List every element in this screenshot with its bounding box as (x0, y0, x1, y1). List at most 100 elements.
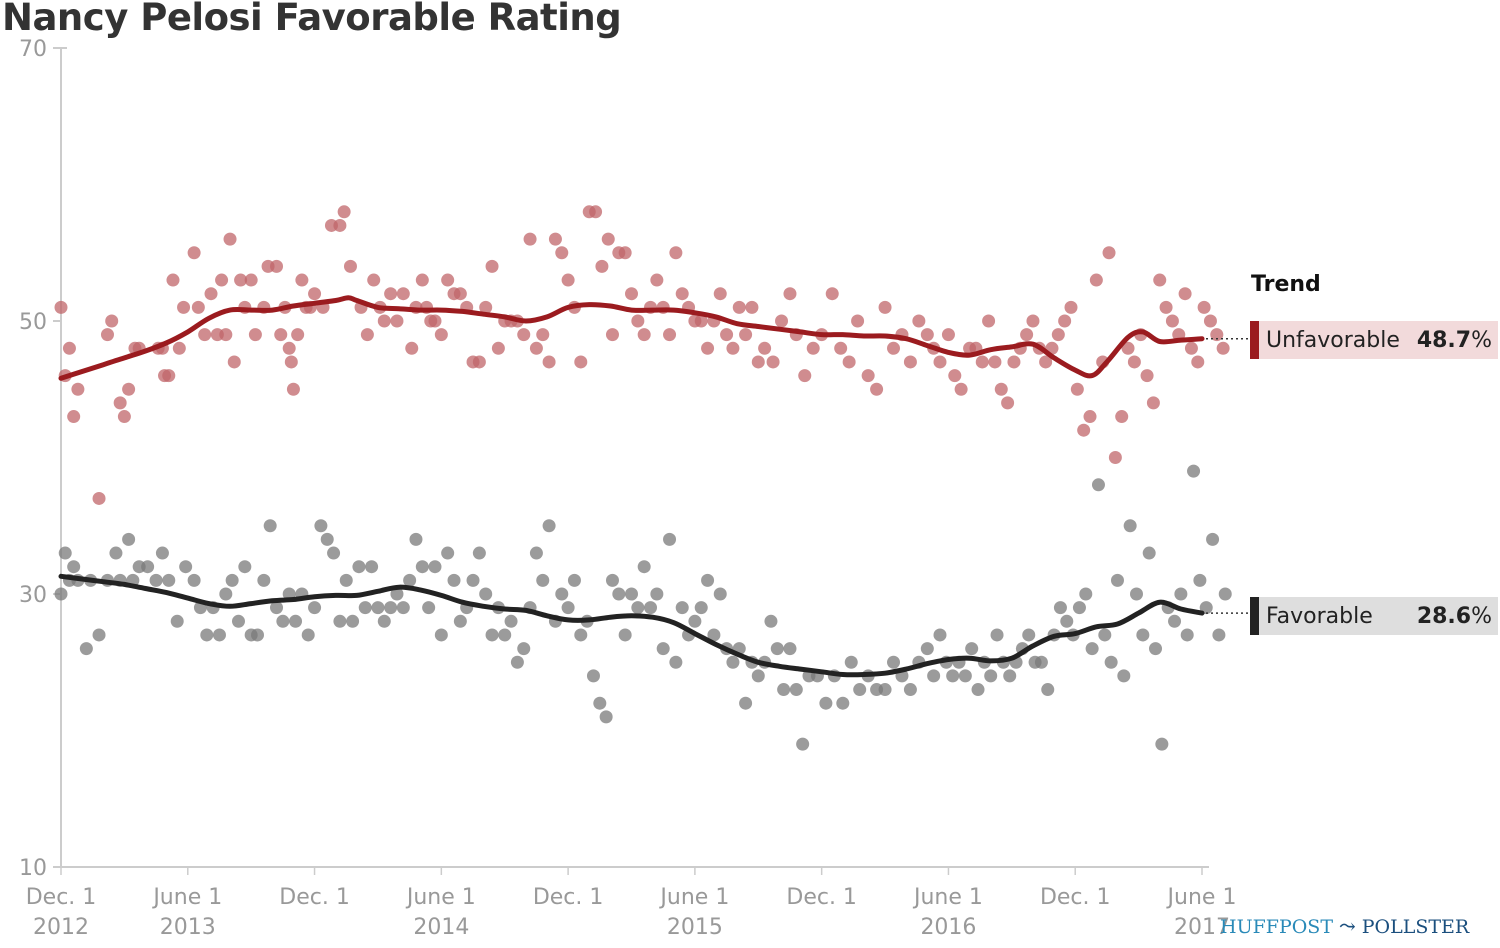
favorable-poll-point (200, 628, 214, 642)
y-tick-label: 10 (19, 856, 47, 881)
favorable-value: 28.6 (1416, 603, 1472, 629)
favorable-poll-point (231, 614, 245, 628)
favorable-poll-point (219, 587, 233, 601)
favorable-poll-point (529, 546, 543, 560)
unfavorable-poll-point (360, 328, 374, 342)
x-tick-label: Dec. 1 (279, 885, 350, 910)
favorable-poll-point (149, 573, 163, 587)
favorable-poll-point (878, 683, 892, 697)
favorable-poll-point (958, 669, 972, 683)
favorable-poll-point (656, 642, 670, 656)
unfavorable-poll-point (71, 382, 85, 396)
favorable-poll-point (1104, 655, 1118, 669)
unfavorable-poll-point (274, 328, 288, 342)
favorable-poll-point (1149, 642, 1163, 656)
unfavorable-poll-point (367, 273, 381, 287)
percent-sign: % (1471, 603, 1492, 629)
favorable-poll-point (162, 573, 176, 587)
unfavorable-poll-point (732, 300, 746, 314)
favorable-poll-point (542, 519, 556, 533)
unfavorable-poll-point (694, 314, 708, 328)
unfavorable-poll-point (912, 314, 926, 328)
x-tick-label: June 1 (151, 885, 222, 910)
axes: 70 50 30 10 Dec. 1 2012 June 1 2013 Dec. 1 June 1… (19, 37, 1236, 940)
unfavorable-poll-point (377, 314, 391, 328)
favorable-poll-point (920, 642, 934, 656)
favorable-poll-point (739, 696, 753, 710)
favorable-poll-point (1110, 573, 1124, 587)
unfavorable-poll-point (485, 259, 499, 273)
legend-label-favorable: Favorable (1266, 603, 1373, 629)
unfavorable-poll-point (1051, 328, 1065, 342)
favorable-poll-point (1072, 601, 1086, 615)
favorable-poll-point (836, 696, 850, 710)
favorable-poll-point (1123, 519, 1137, 533)
favorable-poll-point (1187, 464, 1201, 478)
unfavorable-poll-point (282, 341, 296, 355)
favorable-poll-point (1098, 628, 1112, 642)
favorable-poll-point (593, 696, 607, 710)
legend-item-favorable: Favorable 28.6% (1250, 597, 1498, 635)
unfavorable-poll-point (172, 341, 186, 355)
favorable-poll-point (384, 601, 398, 615)
unfavorable-poll-point (248, 328, 262, 342)
favorable-poll-point (109, 546, 123, 560)
unfavorable-poll-point (650, 273, 664, 287)
favorable-poll-point (141, 560, 155, 574)
legend-title: Trend (1251, 272, 1321, 297)
huffpost-pollster-logo[interactable]: HUFFPOST ⤳ POLLSTER (1220, 914, 1469, 938)
unfavorable-poll-point (434, 328, 448, 342)
favorable-poll-point (238, 560, 252, 574)
favorable-poll-point (751, 669, 765, 683)
favorable-poll-point (1060, 614, 1074, 628)
favorable-poll-point (933, 628, 947, 642)
unfavorable-poll-point (1039, 355, 1053, 369)
favorable-poll-point (1003, 669, 1017, 683)
x-tick-year-label: 2016 (920, 915, 976, 940)
favorable-poll-point (536, 573, 550, 587)
unfavorable-poll-point (739, 328, 753, 342)
x-tick-label: June 1 (1166, 885, 1237, 910)
y-tick-label: 70 (19, 37, 47, 62)
favorable-poll-point (669, 655, 683, 669)
favorable-poll-point (485, 628, 499, 642)
unfavorable-poll-point (834, 341, 848, 355)
favorable-poll-point (1218, 587, 1232, 601)
favorable-poll-point (466, 573, 480, 587)
favorable-poll-point (887, 655, 901, 669)
unfavorable-poll-point (920, 328, 934, 342)
unfavorable-poll-point (291, 328, 305, 342)
favorable-poll-point (453, 614, 467, 628)
unfavorable-poll-point (1001, 396, 1015, 410)
unfavorable-trend-line (58, 295, 1205, 381)
favorable-poll-point (441, 546, 455, 560)
unfavorable-poll-point (595, 259, 609, 273)
x-tick-year-label: 2015 (667, 915, 723, 940)
favorable-poll-point (971, 683, 985, 697)
unfavorable-poll-point (295, 273, 309, 287)
favorable-poll-point (637, 560, 651, 574)
unfavorable-poll-point (191, 300, 205, 314)
unfavorable-poll-point (1127, 355, 1141, 369)
favorable-poll-point (796, 737, 810, 751)
unfavorable-poll-point (1159, 300, 1173, 314)
unfavorable-poll-point (574, 355, 588, 369)
favorable-poll-point (764, 614, 778, 628)
favorable-poll-point (1155, 737, 1169, 751)
unfavorable-value: 48.7 (1416, 327, 1472, 353)
x-tick-label: June 1 (658, 885, 729, 910)
unfavorable-poll-point (669, 246, 683, 260)
x-tick-label: June 1 (912, 885, 983, 910)
favorable-poll-point (844, 655, 858, 669)
favorable-poll-point (574, 628, 588, 642)
unfavorable-poll-point (215, 273, 229, 287)
favorable-poll-point (314, 519, 328, 533)
favorable-poll-point (819, 696, 833, 710)
unfavorable-poll-point (1070, 382, 1084, 396)
unfavorable-poll-point (92, 491, 106, 505)
favorable-poll-point (555, 587, 569, 601)
favorable-poll-point (853, 683, 867, 697)
unfavorable-poll-point (117, 410, 131, 424)
unfavorable-poll-point (441, 273, 455, 287)
favorable-poll-point (498, 628, 512, 642)
